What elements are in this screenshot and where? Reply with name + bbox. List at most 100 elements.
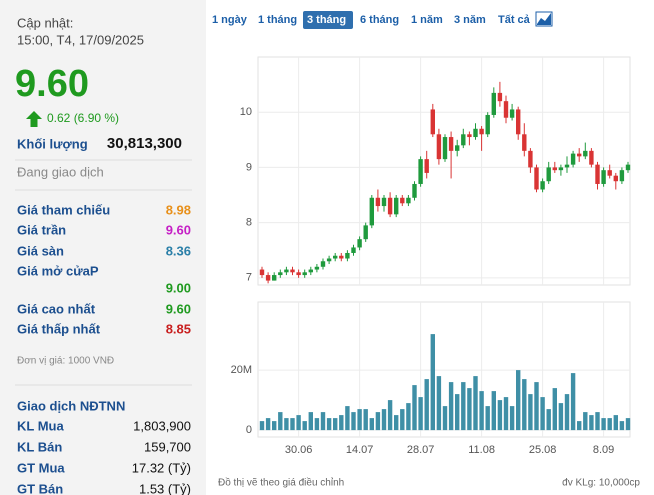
price: 9.60 xyxy=(15,63,89,105)
timeframe-button[interactable]: 1 ngày xyxy=(212,14,248,26)
volume-bar xyxy=(455,394,460,431)
volume-bar xyxy=(570,373,576,431)
volume-bar xyxy=(619,421,625,431)
timeframe-button[interactable]: 1 năm xyxy=(411,14,443,26)
candle-body xyxy=(436,134,442,160)
volume-bar xyxy=(473,376,478,431)
x-tick-label: 11.08 xyxy=(468,444,495,456)
candle-body xyxy=(369,197,374,226)
updated-time: 15:00, T4, 17/09/2025 xyxy=(17,32,144,47)
volume-bar xyxy=(583,412,588,431)
x-tick-label: 28.07 xyxy=(407,444,435,456)
volume-bar xyxy=(625,418,631,431)
candle-body xyxy=(516,109,521,135)
candle-body xyxy=(601,170,606,184)
timeframe-active xyxy=(303,11,353,29)
x-tick-label: 30.06 xyxy=(285,444,313,456)
y-tick-label: 20M xyxy=(231,364,252,376)
candle-body xyxy=(448,137,454,151)
foreign-title: Giao dịch NĐTNN xyxy=(17,398,125,413)
volume-bar xyxy=(351,412,356,431)
volume-bar xyxy=(375,412,381,431)
candle-body xyxy=(589,150,594,165)
volume-bar xyxy=(290,418,295,431)
candle-body xyxy=(296,272,301,276)
candle-body xyxy=(577,153,582,157)
volume-bar xyxy=(546,409,551,431)
volume-bar xyxy=(436,376,442,431)
row-value: 8.85 xyxy=(166,321,191,336)
candle-body xyxy=(400,197,405,204)
row-value: 9.60 xyxy=(166,222,191,237)
candle-body xyxy=(485,114,490,135)
volume-bar xyxy=(394,415,399,431)
candle-body xyxy=(333,255,338,259)
candle-body xyxy=(424,159,429,173)
volume-bar xyxy=(503,397,509,431)
candle-body xyxy=(522,134,527,151)
foreign-value: 159,700 xyxy=(144,439,191,454)
row-value: 9.60 xyxy=(166,301,191,316)
volume: 30,813,300 xyxy=(107,135,182,152)
candle-body xyxy=(265,275,271,281)
y-tick-label: 0 xyxy=(246,424,252,436)
volume-bar xyxy=(448,382,454,431)
volume-bar xyxy=(339,415,344,431)
candle-body xyxy=(455,145,460,151)
candle-body xyxy=(619,170,625,182)
volume-bar xyxy=(296,415,301,431)
foreign-label: GT Mua xyxy=(17,460,65,475)
timeframe-button[interactable]: 6 tháng xyxy=(360,14,399,26)
volume-bar xyxy=(418,397,423,431)
foreign-value: 1.53 (Tỷ) xyxy=(139,481,191,495)
row-label: Giá tham chiếu xyxy=(17,202,110,217)
volume-bar xyxy=(589,415,594,431)
candle-body xyxy=(406,197,411,204)
volume-bar xyxy=(540,397,545,431)
candle-body xyxy=(461,134,466,146)
candle-body xyxy=(552,167,557,171)
y-tick-label: 8 xyxy=(246,217,252,229)
foreign-value: 1,803,900 xyxy=(133,418,191,433)
volume-bar xyxy=(479,391,484,431)
foreign-label: KL Bán xyxy=(17,439,62,454)
candle-body xyxy=(320,261,326,267)
volume-label: Khối lượng xyxy=(17,136,88,151)
volume-bar xyxy=(491,391,496,431)
volume-bar xyxy=(320,412,326,431)
volume-bar xyxy=(302,421,307,431)
candle-body xyxy=(491,92,496,115)
volume-bar xyxy=(467,388,472,431)
candle-body xyxy=(503,101,509,118)
candle-body xyxy=(278,272,283,276)
row-label: Giá cao nhất xyxy=(17,301,96,316)
price-frame xyxy=(257,56,631,286)
volume-bar xyxy=(400,409,405,431)
timeframe-button[interactable]: 1 tháng xyxy=(258,14,297,26)
volume-frame xyxy=(257,301,631,438)
timeframe-button[interactable]: 3 tháng xyxy=(307,14,346,26)
volume-bar xyxy=(284,418,289,431)
unit-note: Đơn vị giá: 1000 VNĐ xyxy=(17,356,114,367)
footnote: đv KLg: 10,000cp xyxy=(562,478,640,489)
volume-bar xyxy=(552,388,557,431)
row-label: Giá thấp nhất xyxy=(17,321,101,336)
volume-bar xyxy=(485,406,490,431)
candle-body xyxy=(387,197,393,215)
chart-icon[interactable] xyxy=(535,11,553,27)
left-panel xyxy=(0,0,206,495)
volume-bar xyxy=(601,418,606,431)
candle-body xyxy=(528,150,533,168)
candle-body xyxy=(607,170,612,176)
timeframe-button[interactable]: 3 năm xyxy=(454,14,486,26)
volume-bar xyxy=(259,421,265,431)
candle-body xyxy=(272,275,277,281)
volume-bar xyxy=(613,415,618,431)
timeframe-button[interactable]: Tất cả xyxy=(498,14,531,26)
volume-bar xyxy=(528,394,533,431)
volume-bar xyxy=(326,418,332,431)
change: 0.62 (6.90 %) xyxy=(47,111,119,125)
candle-body xyxy=(284,269,289,273)
volume-bar xyxy=(406,403,411,431)
